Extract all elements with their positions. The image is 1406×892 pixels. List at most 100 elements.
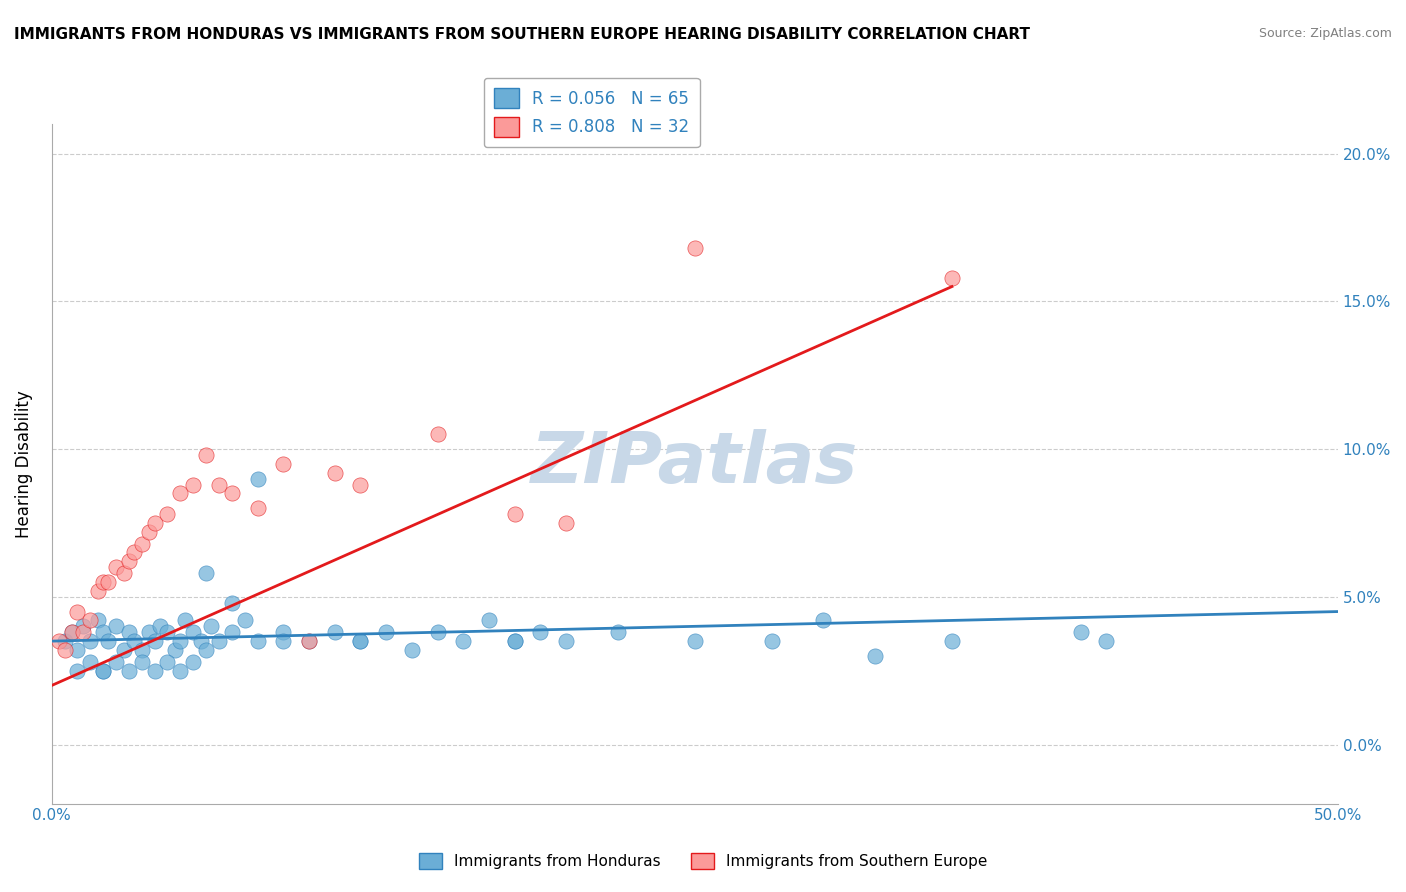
- Point: [349, 634, 371, 648]
- Point: [195, 566, 218, 581]
- Point: [941, 634, 963, 648]
- Point: [87, 614, 110, 628]
- Point: [112, 643, 135, 657]
- Point: [91, 664, 114, 678]
- Text: ZIPatlas: ZIPatlas: [531, 429, 859, 499]
- Point: [246, 634, 269, 648]
- Point: [97, 574, 120, 589]
- Point: [169, 664, 191, 678]
- Point: [426, 427, 449, 442]
- Point: [941, 270, 963, 285]
- Point: [138, 524, 160, 539]
- Point: [97, 634, 120, 648]
- Point: [131, 643, 153, 657]
- Point: [606, 625, 628, 640]
- Point: [143, 664, 166, 678]
- Point: [503, 634, 526, 648]
- Point: [112, 566, 135, 581]
- Point: [426, 625, 449, 640]
- Point: [138, 625, 160, 640]
- Point: [53, 634, 76, 648]
- Point: [66, 605, 89, 619]
- Point: [156, 655, 179, 669]
- Point: [169, 634, 191, 648]
- Point: [118, 625, 141, 640]
- Point: [156, 625, 179, 640]
- Point: [122, 545, 145, 559]
- Point: [174, 614, 197, 628]
- Point: [48, 634, 70, 648]
- Point: [53, 643, 76, 657]
- Point: [349, 634, 371, 648]
- Point: [683, 241, 706, 255]
- Point: [555, 516, 578, 530]
- Point: [195, 448, 218, 462]
- Point: [60, 625, 83, 640]
- Point: [208, 477, 231, 491]
- Legend: Immigrants from Honduras, Immigrants from Southern Europe: Immigrants from Honduras, Immigrants fro…: [412, 847, 994, 875]
- Point: [181, 477, 204, 491]
- Y-axis label: Hearing Disability: Hearing Disability: [15, 390, 32, 538]
- Point: [105, 619, 128, 633]
- Point: [1095, 634, 1118, 648]
- Point: [401, 643, 423, 657]
- Point: [863, 648, 886, 663]
- Point: [221, 486, 243, 500]
- Point: [143, 516, 166, 530]
- Point: [503, 634, 526, 648]
- Point: [208, 634, 231, 648]
- Point: [91, 574, 114, 589]
- Point: [503, 507, 526, 521]
- Point: [131, 536, 153, 550]
- Point: [1070, 625, 1092, 640]
- Point: [181, 655, 204, 669]
- Text: Source: ZipAtlas.com: Source: ZipAtlas.com: [1258, 27, 1392, 40]
- Point: [478, 614, 501, 628]
- Point: [122, 634, 145, 648]
- Point: [91, 664, 114, 678]
- Point: [79, 634, 101, 648]
- Point: [60, 625, 83, 640]
- Point: [271, 457, 294, 471]
- Point: [813, 614, 835, 628]
- Point: [91, 625, 114, 640]
- Point: [118, 554, 141, 568]
- Point: [72, 625, 94, 640]
- Point: [190, 634, 212, 648]
- Point: [529, 625, 551, 640]
- Point: [156, 507, 179, 521]
- Point: [233, 614, 256, 628]
- Point: [271, 625, 294, 640]
- Point: [323, 625, 346, 640]
- Legend: R = 0.056   N = 65, R = 0.808   N = 32: R = 0.056 N = 65, R = 0.808 N = 32: [484, 78, 700, 147]
- Point: [683, 634, 706, 648]
- Point: [79, 614, 101, 628]
- Point: [66, 643, 89, 657]
- Point: [246, 501, 269, 516]
- Point: [298, 634, 321, 648]
- Point: [143, 634, 166, 648]
- Point: [131, 655, 153, 669]
- Point: [200, 619, 222, 633]
- Point: [149, 619, 172, 633]
- Point: [165, 643, 187, 657]
- Point: [221, 596, 243, 610]
- Point: [555, 634, 578, 648]
- Point: [195, 643, 218, 657]
- Point: [271, 634, 294, 648]
- Point: [349, 477, 371, 491]
- Point: [87, 583, 110, 598]
- Point: [169, 486, 191, 500]
- Point: [451, 634, 474, 648]
- Point: [105, 655, 128, 669]
- Point: [118, 664, 141, 678]
- Text: IMMIGRANTS FROM HONDURAS VS IMMIGRANTS FROM SOUTHERN EUROPE HEARING DISABILITY C: IMMIGRANTS FROM HONDURAS VS IMMIGRANTS F…: [14, 27, 1031, 42]
- Point: [375, 625, 398, 640]
- Point: [246, 472, 269, 486]
- Point: [298, 634, 321, 648]
- Point: [66, 664, 89, 678]
- Point: [323, 466, 346, 480]
- Point: [79, 655, 101, 669]
- Point: [181, 625, 204, 640]
- Point: [72, 619, 94, 633]
